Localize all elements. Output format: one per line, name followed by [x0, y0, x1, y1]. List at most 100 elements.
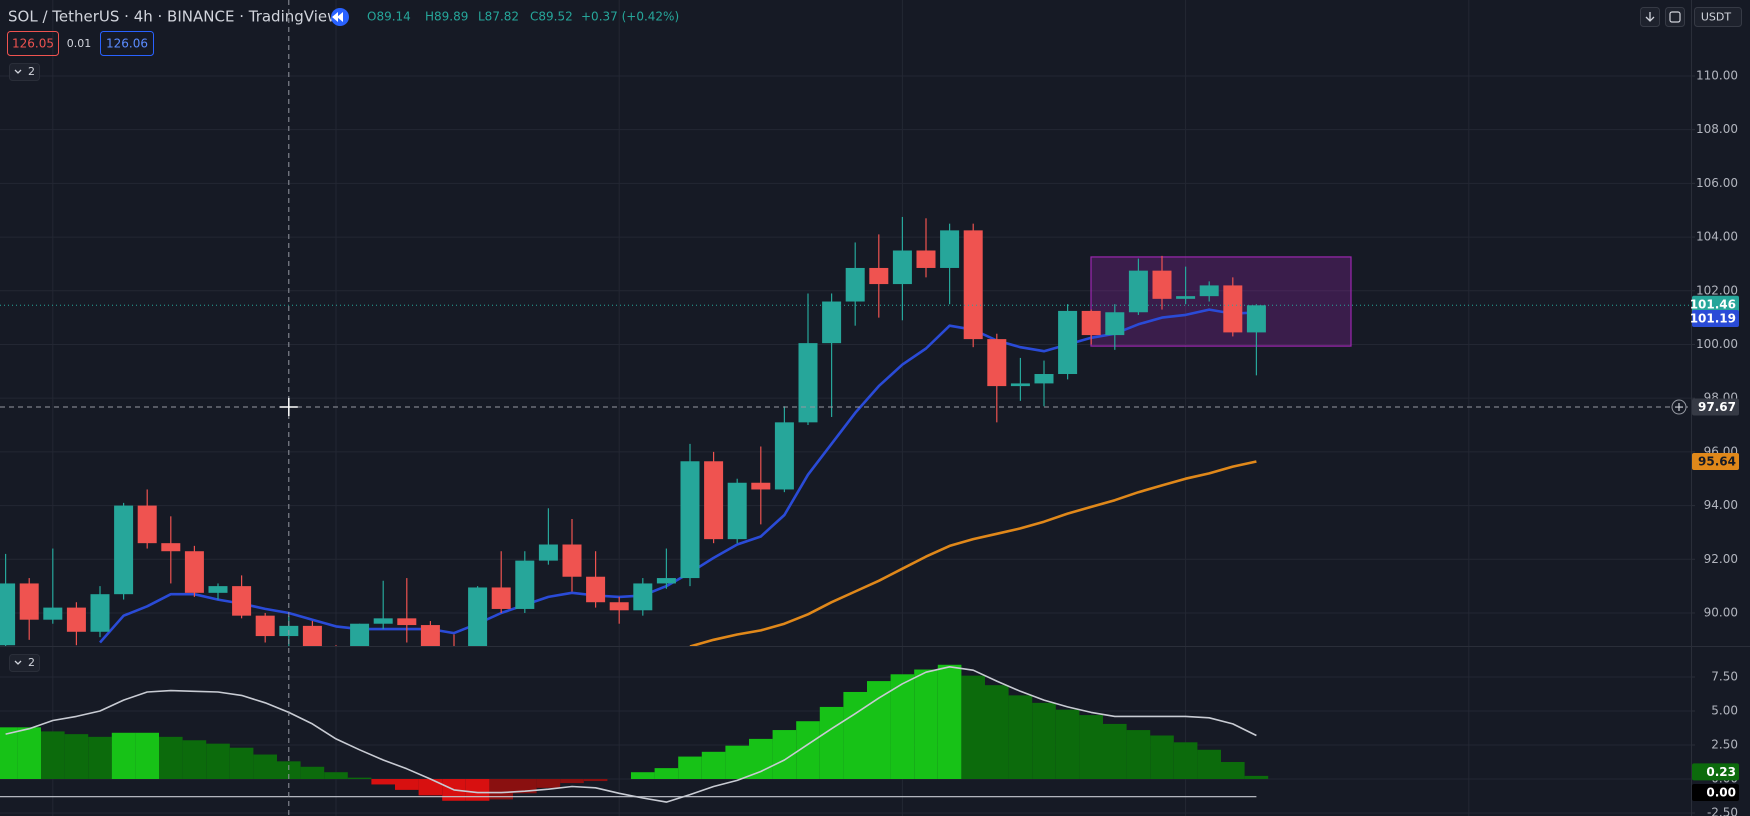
candle-body: [916, 250, 936, 268]
oscillator-bar: [1055, 709, 1080, 780]
y-tick-label: 108.00: [1696, 122, 1738, 136]
oscillator-bar: [253, 754, 277, 780]
indicator-line: [689, 460, 1257, 646]
candle-body: [845, 267, 865, 302]
candle-body: [184, 551, 204, 593]
price-tag-label: 97.67: [1698, 400, 1736, 414]
candle-body: [1034, 374, 1054, 384]
candle-body: [255, 615, 275, 637]
candle-body: [1105, 312, 1125, 336]
candle-body: [161, 543, 181, 552]
legend-low: L87.82: [478, 10, 519, 24]
oscillator-bar: [1032, 702, 1056, 780]
indicator-count: 2: [28, 65, 35, 78]
ask-price: 126.06: [106, 37, 148, 51]
candle-body: [90, 594, 110, 632]
oscillator-bar: [819, 706, 844, 780]
candle-body: [1223, 285, 1243, 333]
oscillator-bar: [489, 779, 513, 800]
y-tick-label: 92.00: [1704, 552, 1738, 566]
oscillator-bar: [41, 731, 65, 780]
candle-body: [633, 583, 653, 611]
currency-button[interactable]: [1694, 7, 1742, 27]
oscillator-bar: [678, 756, 702, 780]
oscillator-bar: [631, 772, 655, 780]
autoscale-button[interactable]: [1665, 7, 1685, 27]
oscillator-bar: [1126, 730, 1151, 780]
header: SOL / TetherUS · 4h · BINANCE · TradingV…: [7, 7, 1742, 672]
price-tag: [1692, 310, 1739, 328]
cursor: [279, 398, 298, 417]
oscillator-bar: [206, 743, 230, 780]
oscillator-bar: [371, 779, 395, 785]
candle-body: [66, 607, 86, 632]
oscillator-bar: [64, 734, 89, 780]
indicators-toggle[interactable]: [9, 63, 40, 81]
candle-body: [373, 618, 393, 624]
currency: USDT: [1701, 11, 1732, 24]
price-tag-label: 101.46: [1690, 297, 1736, 311]
legend-open: O89.14: [367, 10, 411, 24]
oscillator-bar: [277, 761, 301, 780]
candle-body: [43, 607, 63, 620]
zero-tag: [1692, 784, 1739, 802]
oscillator-pane: [0, 646, 1691, 816]
oscillator-bar: [867, 681, 891, 780]
zero-tag-label: 0.00: [1706, 786, 1736, 800]
bid-price: 126.05: [12, 37, 54, 51]
candle-body: [538, 544, 558, 561]
y-tick-label: 110.00: [1696, 68, 1738, 82]
candle-body: [680, 461, 700, 579]
candle-body: [609, 602, 629, 611]
oscillator-bar: [536, 779, 561, 788]
y-tick-label: -2.50: [1707, 806, 1738, 816]
oscillator-bar: [961, 675, 985, 780]
y-tick-label: 7.50: [1711, 670, 1738, 684]
candle-body: [751, 482, 771, 490]
candle-body: [1010, 383, 1030, 387]
sell-box[interactable]: [7, 31, 59, 56]
oscillator-bar: [701, 751, 726, 780]
candle-body: [1246, 305, 1266, 333]
price-pane: [0, 0, 1691, 646]
oscillator-bar: [890, 674, 915, 780]
indicator-line: [5, 666, 1257, 803]
oscillator-bar: [1150, 735, 1174, 780]
oscillator-bar: [229, 747, 254, 780]
price-tag: [1692, 295, 1739, 313]
y-tick-label: 104.00: [1696, 230, 1738, 244]
spread: 0.01: [67, 37, 92, 50]
oscillator-bar: [985, 685, 1009, 780]
candle-body: [137, 505, 157, 544]
candle-body: [302, 625, 322, 646]
oscillator-bar: [111, 732, 136, 780]
oscillator-bar: [17, 727, 41, 780]
oscillator-bar: [135, 732, 159, 780]
price-tag-label: 95.64: [1698, 455, 1736, 469]
candle-body: [19, 583, 39, 620]
oscillator-bar: [1244, 775, 1269, 780]
candle-body: [1176, 296, 1196, 299]
candle-body: [727, 482, 747, 540]
candle-body: [491, 587, 511, 609]
oscillator-bar: [300, 766, 325, 780]
price-tag: [1692, 763, 1739, 781]
candle-body: [987, 339, 1007, 387]
candle-body: [397, 618, 417, 626]
indicators-toggle[interactable]: [9, 654, 40, 672]
y-tick-label: 2.50: [1711, 738, 1738, 752]
oscillator-bar: [772, 730, 797, 780]
oscillator-bar: [0, 727, 18, 780]
oscillator-bar: [88, 736, 112, 780]
candle-body: [704, 461, 724, 540]
candle-body: [798, 343, 818, 423]
legend-change: +0.37 (+0.42%): [581, 10, 679, 24]
candle-body: [420, 625, 440, 646]
oscillator-bar: [182, 740, 207, 780]
oscillator-bar: [324, 772, 348, 780]
buy-box[interactable]: [100, 31, 154, 56]
y-tick-label: 94.00: [1704, 498, 1738, 512]
